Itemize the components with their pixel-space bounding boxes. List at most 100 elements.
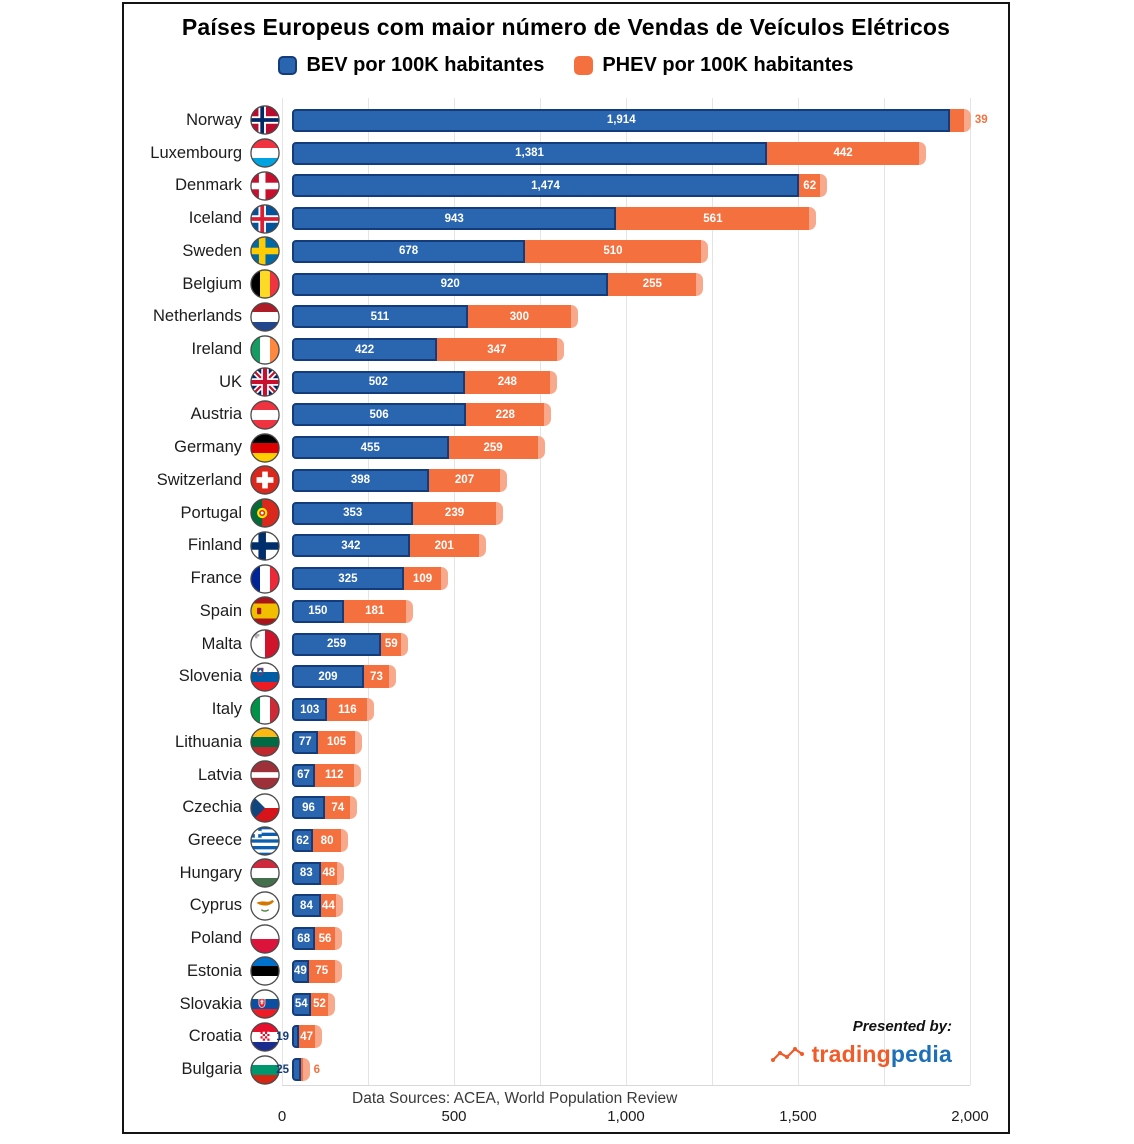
bev-value-label: 398 (350, 474, 371, 487)
bev-value-label: 49 (294, 965, 307, 978)
country-label: Ireland (191, 340, 242, 358)
flag-ireland-icon (250, 334, 280, 365)
bev-segment: 83 (292, 861, 321, 885)
data-sources-note: Data Sources: ACEA, World Population Rev… (352, 1090, 678, 1107)
country-label: Estonia (186, 961, 242, 980)
stacked-bar-sweden: 678 510 (292, 239, 980, 263)
bar-end-cap-icon (336, 894, 344, 918)
country-label: Netherlands (153, 307, 242, 326)
country-label: Iceland (188, 209, 242, 228)
phev-value-label: 116 (338, 703, 357, 716)
x-tick-label: 1,500 (779, 1108, 817, 1125)
phev-value-label: 80 (320, 834, 334, 847)
stacked-bar-switzerland: 398 207 (292, 468, 980, 492)
phev-segment: 75 (308, 959, 335, 983)
phev-value-label: 59 (384, 638, 398, 651)
bev-value-label: 77 (298, 736, 312, 749)
phev-segment: 73 (363, 665, 389, 689)
country-label: Spain (199, 601, 242, 620)
bev-segment: 511 (292, 305, 468, 329)
phev-segment (300, 1058, 303, 1082)
x-tick-label: 0 (277, 1108, 287, 1125)
phev-value-label: 201 (434, 539, 454, 552)
country-label: France (190, 569, 242, 588)
tradingpedia-logo: tradingpedia (770, 1041, 952, 1068)
logo-wordmark: tradingpedia (812, 1041, 952, 1068)
chart-title: Países Europeus com maior número de Vend… (181, 14, 951, 40)
presented-by-block: Presented by: tradingpedia (770, 1018, 952, 1068)
country-row-iceland: Iceland 943 561 (124, 202, 970, 235)
chart-frame: Países Europeus com maior número de Vend… (122, 2, 1010, 1134)
phev-value-label: 248 (497, 376, 517, 389)
phev-segment: 62 (799, 174, 821, 198)
stacked-bar-france: 325 109 (292, 567, 980, 591)
country-label: Denmark (175, 176, 242, 195)
bar-end-cap-icon (809, 207, 817, 231)
bev-segment: 1,474 (292, 174, 800, 198)
phev-value-label: 207 (454, 474, 475, 487)
country-row-poland: Poland 68 56 (124, 922, 970, 955)
country-row-denmark: Denmark 1,474 62 (124, 169, 970, 202)
country-row-spain: Spain 150 181 (124, 595, 970, 628)
bev-segment: 150 (292, 599, 344, 623)
phev-segment: 259 (448, 436, 538, 460)
phev-segment: 56 (315, 927, 335, 951)
stacked-bar-hungary: 83 48 (292, 861, 980, 885)
phev-value-label: 47 (300, 1030, 313, 1043)
stacked-bar-austria: 506 228 (292, 403, 980, 427)
bev-value-label: 54 (294, 998, 308, 1011)
flag-slovakia-icon (250, 989, 280, 1019)
legend-item-bev: BEV por 100K habitantes (278, 54, 544, 77)
bev-value-label: 422 (354, 343, 375, 356)
phev-segment: 116 (327, 698, 368, 722)
stacked-bar-malta: 259 59 (292, 632, 980, 656)
bev-value-label: 325 (338, 572, 358, 585)
phev-segment: 510 (525, 239, 701, 263)
bev-value-label: 511 (370, 310, 390, 323)
flag-portugal-icon (250, 498, 280, 528)
bev-segment: 84 (292, 894, 321, 918)
bev-value-label: 342 (341, 539, 361, 552)
flag-spain-icon (250, 596, 280, 627)
country-label: Bulgaria (181, 1060, 242, 1079)
phev-segment: 80 (313, 829, 341, 853)
stacked-bar-estonia: 49 75 (292, 959, 980, 983)
stacked-bar-iceland: 943 561 (292, 207, 980, 231)
phev-segment: 248 (464, 370, 550, 394)
country-row-netherlands: Netherlands 511 300 (124, 300, 970, 333)
bev-segment: 342 (292, 534, 410, 558)
flag-luxembourg-icon (250, 138, 280, 168)
country-label: Luxembourg (150, 143, 242, 162)
bev-value-label: 25 (276, 1063, 289, 1076)
phev-value-label: 52 (313, 998, 326, 1011)
bar-end-cap-icon (696, 272, 704, 296)
bev-segment: 1,914 (292, 108, 951, 132)
bev-segment: 103 (292, 698, 328, 722)
country-label: Croatia (188, 1027, 242, 1046)
phev-value-label: 228 (495, 408, 515, 421)
phev-value-label: 75 (315, 965, 329, 978)
bar-end-cap-icon (340, 829, 348, 853)
country-label: Switzerland (156, 470, 242, 489)
country-label: Slovakia (179, 994, 242, 1013)
bar-end-cap-icon (302, 1058, 310, 1082)
flag-france-icon (250, 563, 280, 594)
bev-segment: 353 (292, 501, 414, 525)
phev-segment: 255 (608, 272, 697, 296)
country-label: Hungary (179, 863, 242, 882)
flag-lithuania-icon (250, 727, 280, 758)
bar-end-cap-icon (353, 763, 361, 787)
stacked-bar-slovenia: 209 73 (292, 665, 980, 689)
bar-end-cap-icon (544, 403, 552, 427)
country-label: Slovenia (178, 667, 242, 686)
bev-segment: 920 (292, 272, 609, 296)
flag-malta-icon (250, 629, 280, 659)
bar-end-cap-icon (337, 861, 345, 885)
stacked-bar-finland: 342 201 (292, 534, 980, 558)
bar-end-cap-icon (334, 927, 342, 951)
bev-segment: 506 (292, 403, 467, 427)
bev-value-label: 83 (299, 867, 313, 880)
phev-segment: 561 (616, 207, 810, 231)
country-row-sweden: Sweden 678 510 (124, 235, 970, 268)
